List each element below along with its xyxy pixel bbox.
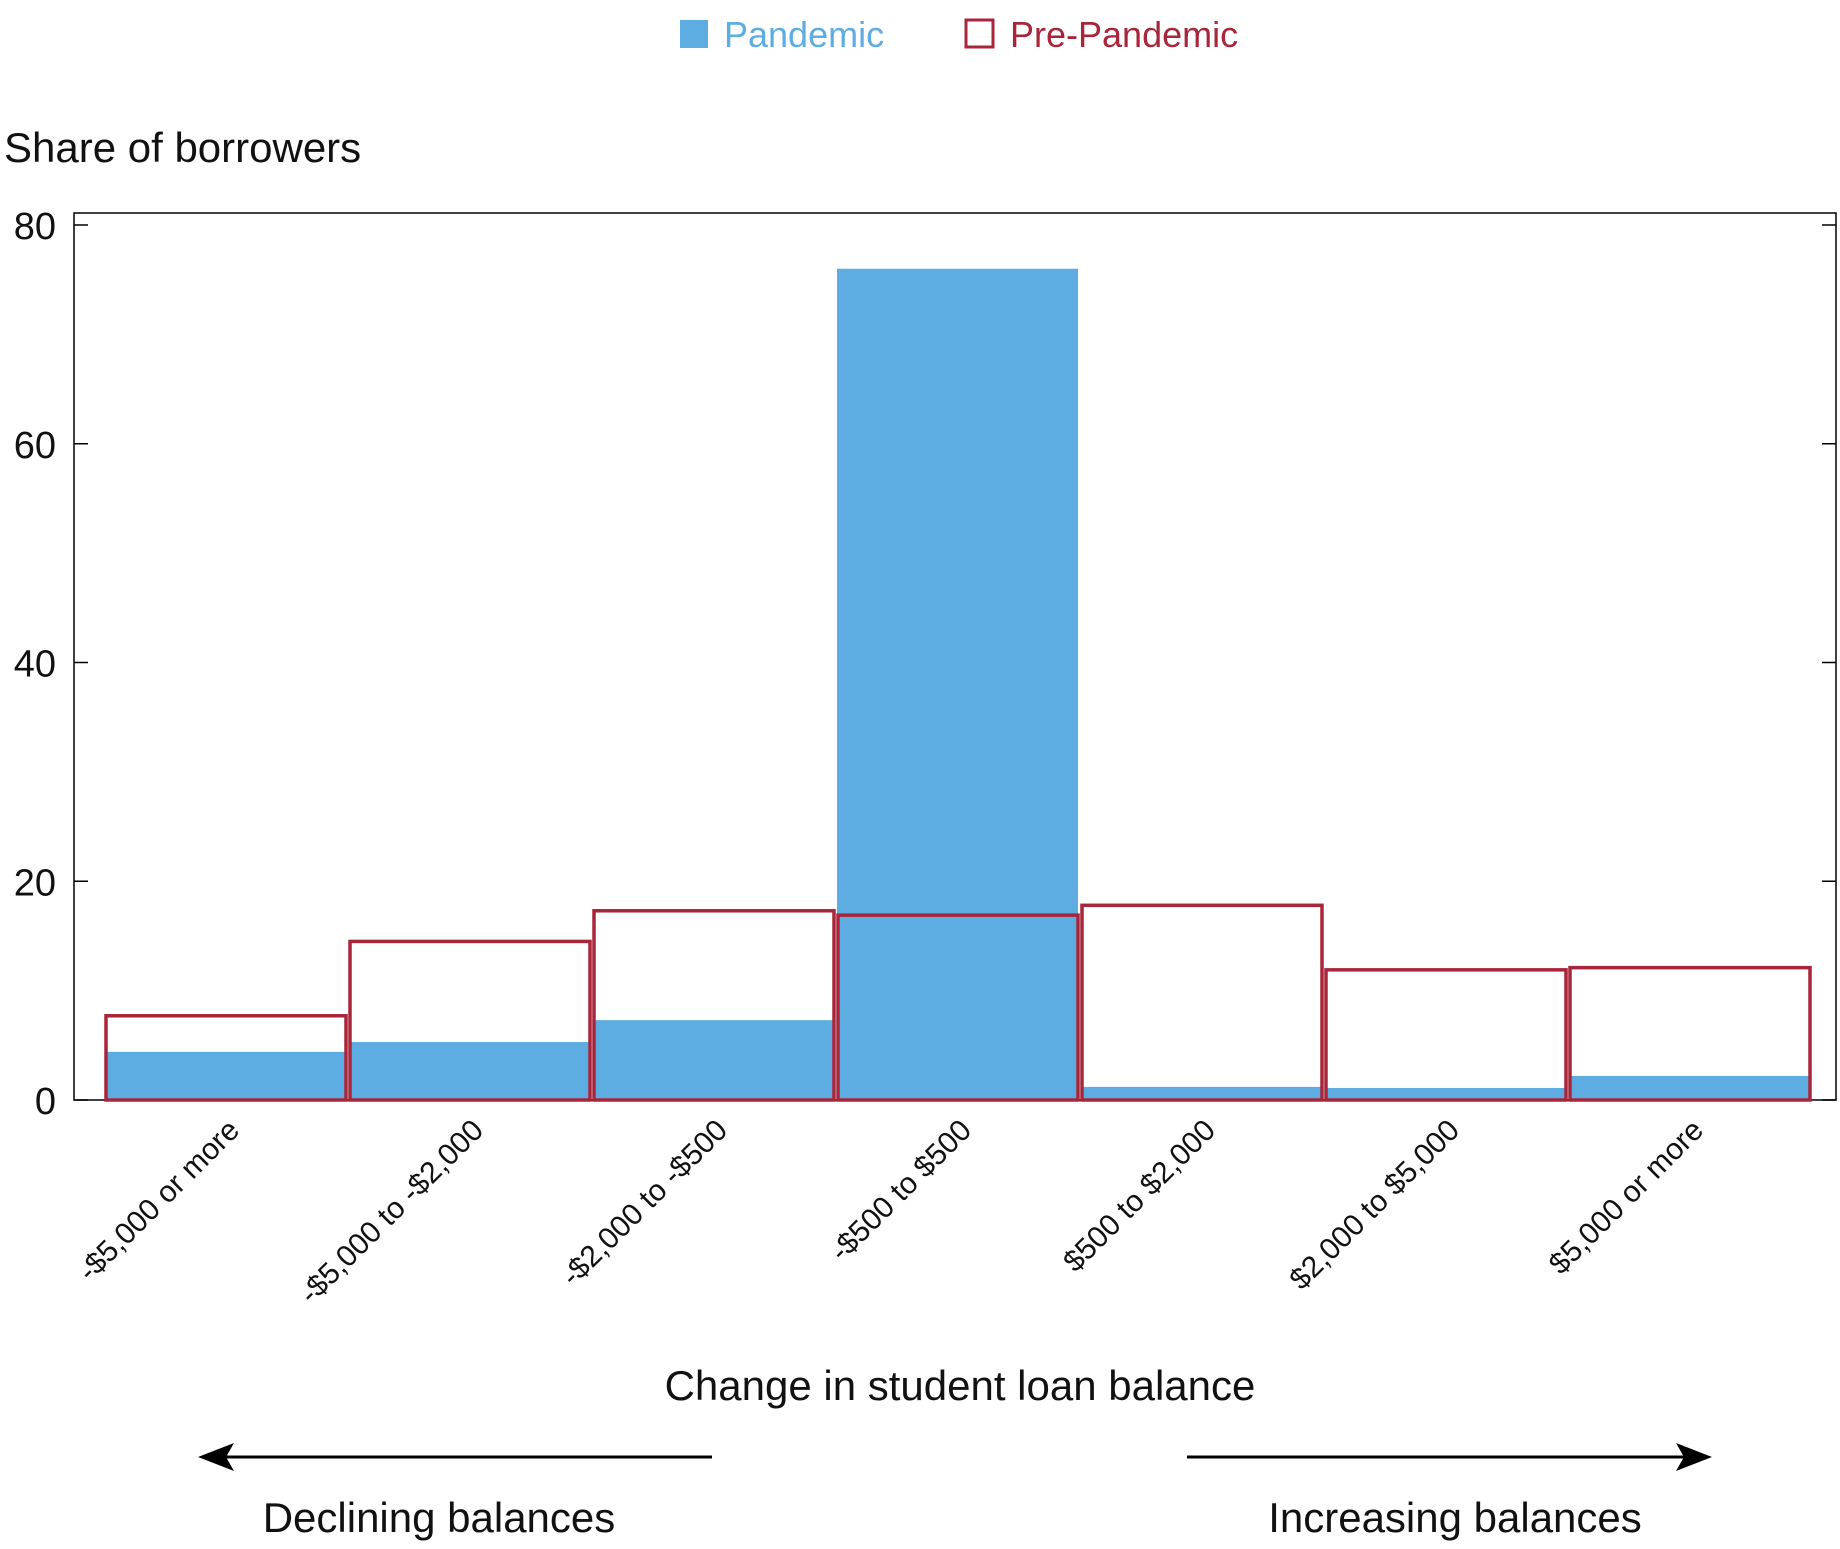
y-tick-label: 60 [14,425,56,467]
y-tick-label: 20 [14,862,56,904]
x-axis-title: Change in student loan balance [665,1362,1256,1409]
y-axis-title: Share of borrowers [4,124,361,171]
increasing-arrow [1187,1443,1712,1471]
declining-arrow [198,1443,712,1471]
legend-label-pandemic: Pandemic [724,14,884,55]
pandemic-bar [349,1042,590,1100]
y-tick-label: 0 [35,1081,56,1123]
pre-pandemic-bars [104,903,1812,1102]
legend-label-pre-pandemic: Pre-Pandemic [1010,14,1238,55]
pre-pandemic-bar [348,939,592,1102]
pandemic-bars [105,268,1810,1100]
pandemic-bar [593,1020,834,1100]
x-tick-label: -$5,000 or more [72,1114,246,1288]
pandemic-bar [1569,1075,1810,1100]
x-tick-label: -$500 to $500 [824,1114,978,1268]
pandemic-bar [1325,1087,1566,1100]
pre-pandemic-bar [1324,968,1568,1102]
pandemic-bar [1081,1086,1322,1100]
y-tick-label: 80 [14,206,56,248]
pre-pandemic-bar [104,1014,348,1102]
pre-pandemic-bar [592,909,836,1102]
x-tick-label: $5,000 or more [1543,1114,1710,1281]
declining-balances-label: Declining balances [263,1494,616,1541]
pre-pandemic-bar [1568,965,1812,1102]
x-tick-label: -$2,000 to -$500 [555,1114,734,1293]
x-axis: -$5,000 or more -$5,000 to -$2,000 -$2,000… [72,1114,1710,1311]
y-tick-label: 40 [14,644,56,686]
x-tick-label: -$5,000 to -$2,000 [293,1114,490,1311]
legend-swatch-pre-pandemic [964,18,995,49]
increasing-balances-label: Increasing balances [1268,1494,1642,1541]
right-arrowhead-icon [1676,1443,1712,1471]
pandemic-bar [837,268,1078,1100]
pandemic-bar [105,1051,346,1100]
legend: Pandemic Pre-Pandemic [680,14,1238,55]
left-arrowhead-icon [198,1443,234,1471]
pre-pandemic-bar [836,913,1080,1102]
pre-pandemic-bar [1080,903,1324,1102]
x-tick-label: $2,000 to $5,000 [1283,1114,1466,1297]
y-axis: 0 20 40 60 80 [14,206,1836,1123]
x-tick-label: $500 to $2,000 [1057,1114,1222,1279]
legend-swatch-pandemic [680,20,708,48]
